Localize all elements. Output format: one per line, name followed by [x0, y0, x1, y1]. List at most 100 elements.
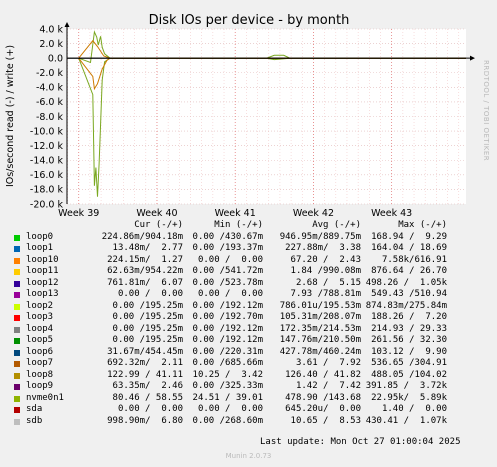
legend-swatch: [14, 384, 20, 390]
legend-name: loop5: [26, 335, 54, 345]
y-axis-arrow: [64, 22, 70, 27]
legend-min: 0.00 / 0.00: [197, 289, 263, 299]
y-tick-label: -10.0 k: [30, 126, 64, 137]
x-tick-label: Week 40: [136, 208, 177, 219]
chart-title: Disk IOs per device - by month: [149, 13, 350, 28]
legend-name: sdb: [26, 415, 43, 426]
legend-cur: 998.90m/ 6.80: [107, 415, 183, 426]
legend-header: Cur (-/+) Min (-/+) Avg (-/+) Max (-/+): [14, 220, 492, 232]
legend-row-loop11: loop11 62.63m/954.22m 0.00 /541.72m 1.84 /9…: [14, 266, 492, 278]
legend-cur: 122.99 / 41.11: [107, 369, 183, 380]
legend-row-loop7: loop7 692.32m/ 2.11 0.00 /685.66m 3.61 / 7.…: [14, 358, 492, 370]
legend-name: loop8: [26, 369, 54, 380]
legend-min: 10.25 / 3.42: [192, 369, 263, 380]
legend-name: loop6: [26, 346, 54, 357]
legend-name: loop1: [26, 243, 54, 253]
legend-cur: 80.46 / 58.55: [112, 392, 183, 403]
legend-swatch: [14, 326, 20, 333]
legend-cur: 13.48m/ 2.77: [112, 243, 183, 253]
legend-swatch: [14, 280, 20, 287]
legend-min: 0.00 / 0.00: [197, 254, 263, 265]
y-tick-label: 4.0 k: [39, 24, 63, 35]
legend-cur: 0.00 / 0.00: [117, 289, 183, 299]
legend-cur: 62.63m/954.22m: [107, 266, 183, 276]
x-tick-label: Week 43: [371, 208, 412, 219]
legend-swatch: [14, 234, 20, 241]
legend-name: loop7: [26, 358, 54, 368]
legend-name: loop13: [26, 289, 59, 299]
legend-cur: 761.81m/ 6.07: [107, 277, 183, 288]
legend-min: 0.00 /192.70m: [192, 312, 263, 322]
legend-max: 498.26 / 1.05k: [365, 277, 447, 288]
legend-avg: 10.65 / 8.53: [290, 415, 361, 426]
legend-cur: 0.00 /195.25m: [112, 300, 183, 311]
legend-row-loop9: loop9 63.35m/ 2.46 0.00 /325.33m 1.42 / 7.4…: [14, 381, 492, 393]
legend-cur: 63.35m/ 2.46: [112, 381, 183, 391]
x-tick-label: Week 39: [58, 208, 99, 219]
legend-min: 0.00 /192.12m: [192, 335, 263, 345]
legend-max: 876.64 / 26.70: [371, 266, 447, 276]
legend-swatch: [14, 315, 20, 321]
legend-max: 7.58k/616.91: [381, 254, 447, 265]
legend-cur: 0.00 /195.25m: [112, 323, 183, 334]
legend-row-loop5: loop5 0.00 /195.25m 0.00 /192.12m 147.76m/2…: [14, 335, 492, 347]
legend-row-sda: sda 0.00 / 0.00 0.00 / 0.00 645.20u/ 0.00 1.…: [14, 404, 492, 416]
legend-max: 261.56 / 32.30: [371, 335, 447, 345]
legend-max: 22.95k/ 5.89k: [371, 392, 447, 403]
y-tick-label: -2.0 k: [36, 68, 64, 79]
y-axis-label: IOs/second read (-) / write (+): [5, 45, 16, 187]
legend-cur: 224.86m/904.18m: [101, 231, 183, 242]
legend-name: loop9: [26, 381, 54, 391]
legend-row-loop3: loop3 0.00 /195.25m 0.00 /192.70m 105.31m/2…: [14, 312, 492, 324]
legend-min: 0.00 /325.33m: [192, 381, 263, 391]
legend-avg: 478.90 /143.68: [285, 392, 361, 403]
legend-cur: 31.67m/454.45m: [107, 346, 183, 357]
legend-cur: 0.00 /195.25m: [112, 335, 183, 345]
series-line-nvme0n1-write: [78, 30, 466, 64]
legend-max: 391.85 / 3.72k: [365, 381, 447, 391]
grid: [67, 28, 466, 205]
legend-avg: 645.20u/ 0.00: [285, 404, 361, 414]
legend-max: 430.41 / 1.07k: [365, 415, 447, 426]
y-tick-label: -4.0 k: [36, 83, 64, 94]
legend-swatch: [14, 292, 20, 298]
legend-row-loop12: loop12 761.81m/ 6.07 0.00 /523.78m 2.68 / 5…: [14, 278, 492, 290]
legend-avg: 946.95m/889.75m: [279, 231, 361, 242]
legend-header-min: Min (-/+): [214, 220, 263, 230]
y-tick-label: -16.0 k: [30, 170, 64, 181]
legend-header-cur: Cur (-/+): [134, 220, 183, 230]
legend-avg: 3.61 / 7.92: [295, 358, 361, 368]
y-tick-label: 0.0: [48, 53, 63, 64]
legend-row-loop0: loop0 224.86m/904.18m 0.00 /430.67m 946.95m…: [14, 232, 492, 244]
legend-min: 0.00 /192.12m: [192, 300, 263, 311]
legend-swatch: [14, 407, 20, 413]
legend-name: loop11: [26, 266, 59, 276]
legend-swatch: [14, 257, 20, 264]
legend-max: 103.12 / 9.90: [371, 346, 447, 357]
legend-swatch: [14, 246, 20, 252]
legend-min: 0.00 /268.60m: [192, 415, 263, 426]
legend-min: 0.00 /685.66m: [192, 358, 263, 368]
legend-swatch: [14, 372, 20, 379]
legend-max: 168.94 / 9.29: [371, 231, 447, 242]
legend-max: 549.43 /510.94: [371, 289, 447, 299]
legend-avg: 1.42 / 7.42: [295, 381, 361, 391]
legend-name: loop2: [26, 300, 54, 311]
legend-swatch: [14, 361, 20, 367]
legend-name: loop12: [26, 277, 59, 288]
legend-row-loop13: loop13 0.00 / 0.00 0.00 / 0.00 7.93 /788.81…: [14, 289, 492, 301]
legend-min: 0.00 /523.78m: [192, 277, 263, 288]
legend-name: loop4: [26, 323, 54, 334]
legend-max: 488.05 /104.02: [371, 369, 447, 380]
legend-max: 1.40 / 0.00: [381, 404, 447, 414]
legend-avg: 786.01u/195.53m: [279, 300, 361, 311]
munin-version: Munin 2.0.73: [225, 452, 272, 460]
x-tick-label: Week 42: [293, 208, 334, 219]
legend-avg: 105.31m/208.07m: [279, 312, 361, 322]
legend-max: 874.83m/275.84m: [365, 300, 447, 311]
legend-max: 188.26 / 7.20: [371, 312, 447, 322]
legend-row-loop8: loop8 122.99 / 41.11 10.25 / 3.42 126.40 / …: [14, 370, 492, 382]
legend-header-max: Max (-/+): [398, 220, 447, 230]
legend-avg: 126.40 / 41.82: [285, 369, 361, 380]
y-tick-label: -6.0 k: [36, 97, 64, 108]
